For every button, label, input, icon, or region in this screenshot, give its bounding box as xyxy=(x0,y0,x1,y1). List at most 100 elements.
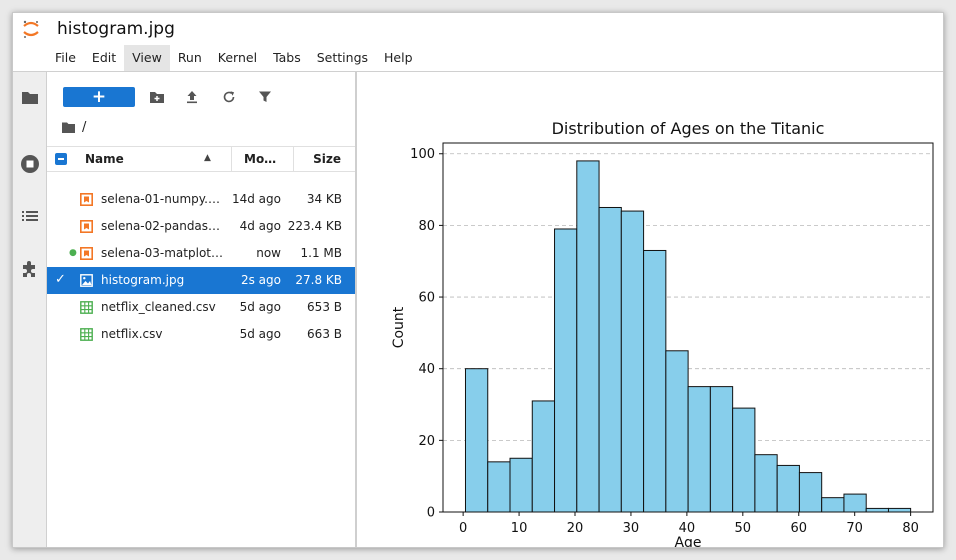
document-title: histogram.jpg xyxy=(57,19,175,39)
histogram-bar xyxy=(798,472,823,513)
folder-icon xyxy=(22,92,38,104)
refresh-icon xyxy=(223,91,235,103)
column-header-name[interactable]: Name xyxy=(85,152,124,166)
file-name: selena-03-matplotlib.ipynb xyxy=(101,246,223,260)
file-browser-toolbar: + xyxy=(47,72,355,110)
notebook-icon xyxy=(80,247,93,260)
filter-icon xyxy=(259,91,271,102)
histogram-bar xyxy=(531,400,556,513)
file-modified: 5d ago xyxy=(239,327,281,341)
selected-check-icon: ✓ xyxy=(55,272,66,287)
histogram-bar xyxy=(464,368,489,513)
x-tick-label: 50 xyxy=(735,521,752,536)
file-name: selena-01-numpy.ipynb xyxy=(101,192,223,206)
menu-file[interactable]: File xyxy=(55,50,76,65)
upload-button[interactable] xyxy=(181,86,203,108)
histogram-bar xyxy=(732,407,756,513)
x-tick-label: 30 xyxy=(623,521,640,536)
y-tick-label: 0 xyxy=(427,506,435,521)
file-browser-panel: + / Name ▲ Mo… Size selena-01-nu xyxy=(47,72,355,547)
file-size: 27.8 KB xyxy=(295,273,342,287)
histogram-bar xyxy=(620,210,645,513)
y-tick-label: 60 xyxy=(418,291,435,306)
image-viewer: 0 10 20 30 40 50 60 70 80 0 20 40 60 80 100 Distributio… xyxy=(357,72,943,547)
histogram-bar xyxy=(843,493,867,513)
x-tick-label: 10 xyxy=(511,521,528,536)
activity-file-browser[interactable] xyxy=(18,86,42,110)
x-tick-label: 70 xyxy=(846,521,863,536)
menu-tabs[interactable]: Tabs xyxy=(273,50,301,65)
histogram-bar xyxy=(576,160,600,513)
file-row[interactable]: ✓ histogram.jpg 2s ago 27.8 KB xyxy=(47,267,355,294)
file-size: 1.1 MB xyxy=(300,246,342,260)
y-tick-label: 20 xyxy=(418,434,435,449)
y-tick-label: 100 xyxy=(410,147,435,162)
menu-help[interactable]: Help xyxy=(384,50,413,65)
refresh-button[interactable] xyxy=(218,86,240,108)
x-tick-label: 20 xyxy=(567,521,584,536)
file-name: histogram.jpg xyxy=(101,273,185,287)
histogram-bar xyxy=(687,386,711,513)
title-bar: histogram.jpg xyxy=(13,13,943,45)
histogram-bar xyxy=(865,507,889,513)
select-all-checkbox[interactable] xyxy=(55,153,67,165)
histogram-bar xyxy=(509,457,533,513)
file-name: selena-02-pandas.ipynb xyxy=(101,219,223,233)
histogram-bar xyxy=(487,461,511,513)
activity-toc[interactable] xyxy=(18,204,42,228)
file-name: netflix.csv xyxy=(101,327,163,341)
filter-button[interactable] xyxy=(254,86,276,108)
histogram-bar xyxy=(709,386,734,513)
menu-kernel[interactable]: Kernel xyxy=(217,50,258,65)
notebook-icon xyxy=(80,193,93,206)
file-name: netflix_cleaned.csv xyxy=(101,300,216,314)
notebook-icon xyxy=(80,220,93,233)
column-header-modified[interactable]: Mo… xyxy=(231,147,293,171)
file-modified: 5d ago xyxy=(239,300,281,314)
activity-running[interactable] xyxy=(18,152,42,176)
file-size: 653 B xyxy=(307,300,342,314)
column-header-size[interactable]: Size xyxy=(293,147,355,171)
menu-bar: File Edit View Run Kernel Tabs Settings … xyxy=(47,45,421,71)
file-size: 34 KB xyxy=(306,192,342,206)
histogram-bar xyxy=(598,206,622,513)
x-tick-label: 60 xyxy=(790,521,807,536)
menu-edit[interactable]: Edit xyxy=(91,50,117,65)
file-row[interactable]: selena-01-numpy.ipynb 14d ago 34 KB xyxy=(47,186,355,213)
y-axis-label: Count xyxy=(391,306,407,348)
spreadsheet-icon xyxy=(80,328,93,341)
file-list-header: Name ▲ Mo… Size xyxy=(47,146,355,172)
file-size: 223.4 KB xyxy=(287,219,342,233)
histogram-bar xyxy=(776,464,800,513)
file-row[interactable]: netflix_cleaned.csv 5d ago 653 B xyxy=(47,294,355,321)
home-folder-icon[interactable] xyxy=(61,121,76,134)
new-folder-icon xyxy=(150,92,164,103)
x-tick-label: 80 xyxy=(902,521,919,536)
upload-icon xyxy=(187,91,197,104)
file-row[interactable]: netflix.csv 5d ago 663 B xyxy=(47,321,355,348)
histogram-bar xyxy=(821,497,845,513)
menu-settings[interactable]: Settings xyxy=(316,50,369,65)
x-tick-label: 0 xyxy=(459,521,467,536)
menu-run[interactable]: Run xyxy=(177,50,202,65)
file-row[interactable]: selena-02-pandas.ipynb 4d ago 223.4 KB xyxy=(47,213,355,240)
extension-icon xyxy=(23,261,35,277)
new-launcher-button[interactable]: + xyxy=(63,87,135,107)
breadcrumb-root[interactable]: / xyxy=(82,119,87,135)
new-folder-button[interactable] xyxy=(146,86,168,108)
jupyter-logo-icon xyxy=(23,20,39,38)
histogram-bar xyxy=(643,249,667,513)
sort-ascending-icon: ▲ xyxy=(204,153,211,163)
breadcrumb: / xyxy=(61,118,86,136)
histogram-bar xyxy=(665,350,689,513)
file-row[interactable]: ● selena-03-matplotlib.ipynb now 1.1 MB xyxy=(47,240,355,267)
histogram-chart: 0 10 20 30 40 50 60 70 80 0 20 40 60 80 100 Distributio… xyxy=(391,119,934,547)
y-tick-label: 80 xyxy=(418,219,435,234)
menu-view[interactable]: View xyxy=(124,45,170,71)
app-window: histogram.jpg File Edit View Run Kernel … xyxy=(12,12,944,548)
panel-splitter[interactable] xyxy=(355,72,357,547)
y-tick-label: 40 xyxy=(418,362,435,377)
running-indicator-icon: ● xyxy=(69,248,77,258)
file-modified: 2s ago xyxy=(240,273,281,287)
activity-extensions[interactable] xyxy=(18,257,42,281)
